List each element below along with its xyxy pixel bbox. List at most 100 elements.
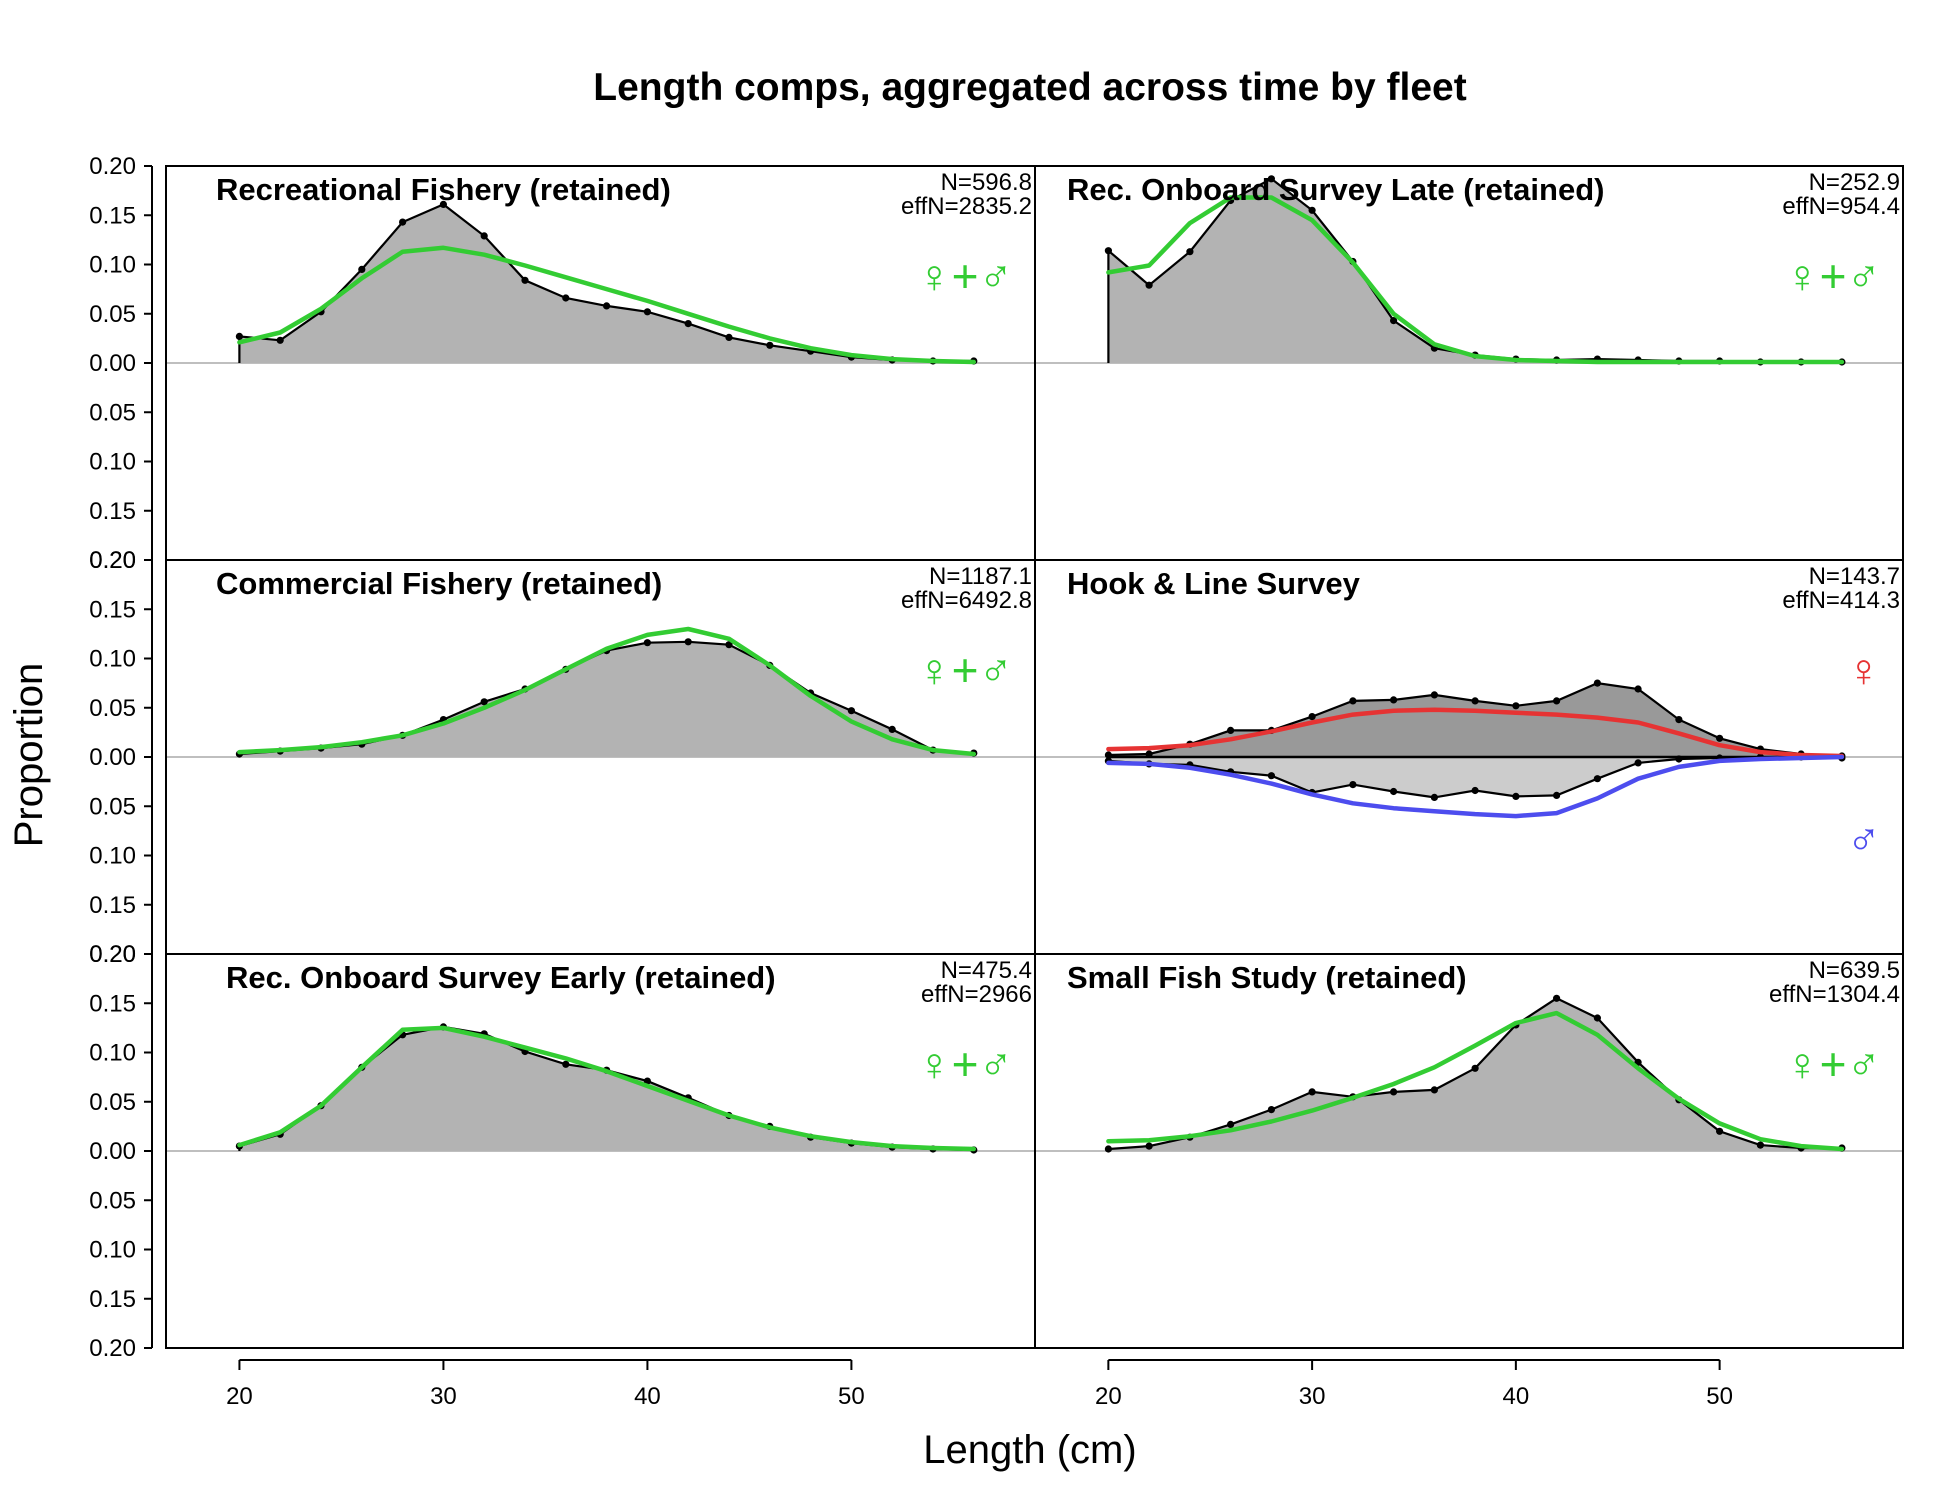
female-observed-line-point bbox=[1716, 734, 1724, 742]
observed-line-point bbox=[1716, 1127, 1724, 1135]
sex-symbol-combined: ♀+♂ bbox=[1785, 1038, 1881, 1090]
panel-2: ♀+♂ Rec. Onboard Survey Late (retained) N=… bbox=[1034, 165, 1904, 561]
sex-symbol-combined: ♀+♂ bbox=[1785, 250, 1881, 302]
male-symbol: ♂ bbox=[1847, 813, 1882, 865]
observed-line-point bbox=[603, 302, 611, 310]
observed-line-point bbox=[1145, 1142, 1153, 1150]
y-tick-label: 0.20 bbox=[89, 941, 136, 968]
female-observed-line-point bbox=[1593, 679, 1601, 687]
observed-line-point bbox=[1267, 1106, 1275, 1114]
effn-label: effN=1304.4 bbox=[1769, 981, 1900, 1008]
panel-3: ♀+♂ Commercial Fishery (retained) N=1187.1… bbox=[165, 559, 1036, 955]
male-observed-line-point bbox=[1430, 793, 1438, 802]
effn-label: effN=954.4 bbox=[1782, 193, 1900, 220]
observed-area bbox=[1108, 178, 1842, 363]
male-observed-line-point bbox=[1553, 791, 1561, 800]
y-axis-row-3: 0.20 0.15 0.10 0.05 0.00 0.05 0.10 0.15 0.20 bbox=[89, 941, 153, 1362]
axes-group: 0.200.150.100.050.000.050.100.150.200.20… bbox=[89, 153, 1733, 1410]
male-observed-line-point bbox=[1349, 781, 1357, 789]
n-label: N=252.9 bbox=[1809, 169, 1900, 196]
observed-line-point bbox=[643, 308, 652, 316]
y-tick-label: 0.05 bbox=[89, 695, 136, 722]
effn-label: effN=414.3 bbox=[1782, 587, 1900, 614]
panel-title: Small Fish Study (retained) bbox=[1067, 960, 1467, 995]
male-observed-line-point bbox=[1267, 772, 1275, 780]
observed-line-point bbox=[1308, 206, 1316, 214]
observed-line-point bbox=[1593, 1014, 1601, 1022]
sex-symbol-combined: ♀+♂ bbox=[917, 250, 1013, 302]
x-axis-col-2: 20 30 40 50 bbox=[1095, 1359, 1733, 1410]
male-observed-line-point bbox=[1512, 792, 1520, 801]
female-observed-line-point bbox=[1512, 702, 1520, 710]
female-observed-line-point bbox=[1471, 697, 1479, 705]
y-tick-label: 0.05 bbox=[89, 1089, 136, 1116]
y-tick-label: 0.20 bbox=[89, 941, 136, 968]
male-expected-line bbox=[1106, 754, 1845, 819]
panel-5: ♀+♂ Rec. Onboard Survey Early (retained) N… bbox=[165, 953, 1036, 1349]
y-tick-label: 0.00 bbox=[89, 744, 136, 771]
y-axis-row-2: 0.20 0.15 0.10 0.05 0.00 0.05 0.10 0.15 0.20 bbox=[89, 547, 153, 968]
observed-line-point bbox=[643, 1077, 652, 1085]
y-tick-label: 0.15 bbox=[89, 1286, 136, 1313]
female-observed-line-point bbox=[1349, 697, 1357, 705]
y-tick-label: 0.10 bbox=[89, 449, 136, 476]
observed-line-point bbox=[521, 276, 529, 284]
female-observed-line-point bbox=[1553, 697, 1561, 705]
observed-line-point bbox=[1553, 994, 1561, 1002]
x-tick-label: 30 bbox=[430, 1383, 457, 1410]
observed-line-point bbox=[1390, 317, 1398, 325]
observed-line-point bbox=[480, 698, 488, 706]
y-axis-title: Proportion bbox=[7, 663, 51, 848]
y-axis-row-1: 0.20 0.15 0.10 0.05 0.00 0.05 0.10 0.15 0.20 bbox=[89, 153, 153, 574]
male-observed-area bbox=[1108, 757, 1842, 798]
y-tick-label: 0.15 bbox=[89, 202, 136, 229]
observed-line-point bbox=[1227, 1120, 1235, 1128]
female-symbol: ♀ bbox=[1847, 644, 1882, 696]
y-tick-label: 0.05 bbox=[89, 793, 136, 820]
female-observed-line-point bbox=[1675, 716, 1683, 724]
panel-title: Rec. Onboard Survey Late (retained) bbox=[1067, 172, 1604, 207]
x-axis-title: Length (cm) bbox=[923, 1428, 1136, 1472]
y-tick-label: 0.15 bbox=[89, 990, 136, 1017]
x-tick-label: 50 bbox=[838, 1383, 865, 1410]
female-observed-line-point bbox=[1634, 685, 1642, 693]
y-tick-label: 0.10 bbox=[89, 1040, 136, 1067]
n-label: N=639.5 bbox=[1809, 957, 1900, 984]
male-observed-line-point bbox=[1634, 759, 1642, 767]
panel-title: Commercial Fishery (retained) bbox=[216, 566, 662, 601]
observed-line-point bbox=[1267, 175, 1275, 183]
x-tick-label: 40 bbox=[1503, 1383, 1530, 1410]
y-tick-label: 0.15 bbox=[89, 498, 136, 525]
observed-line-point bbox=[1756, 1141, 1764, 1149]
observed-line-point bbox=[1308, 1088, 1316, 1096]
observed-line-point bbox=[1145, 281, 1153, 289]
y-tick-label: 0.00 bbox=[89, 350, 136, 377]
panel-border bbox=[1034, 953, 1904, 1349]
y-tick-label: 0.05 bbox=[89, 399, 136, 426]
expected-line bbox=[237, 245, 977, 365]
female-expected-line bbox=[1106, 707, 1845, 759]
expected-line bbox=[237, 1025, 977, 1152]
male-observed-line-point bbox=[1390, 787, 1398, 796]
observed-line-point bbox=[643, 639, 652, 647]
effn-label: effN=2835.2 bbox=[901, 193, 1032, 220]
observed-line-point bbox=[1390, 1088, 1398, 1096]
y-tick-label: 0.10 bbox=[89, 1237, 136, 1264]
x-tick-label: 30 bbox=[1299, 1383, 1326, 1410]
observed-line-point bbox=[1186, 248, 1194, 256]
x-tick-label: 40 bbox=[634, 1383, 661, 1410]
observed-line-point bbox=[684, 638, 692, 646]
observed-line-point bbox=[439, 200, 447, 208]
expected-line bbox=[1106, 195, 1845, 365]
observed-line-point bbox=[562, 294, 570, 302]
male-observed-line-point bbox=[1471, 786, 1479, 795]
y-tick-label: 0.15 bbox=[89, 892, 136, 919]
observed-line-point bbox=[847, 707, 856, 715]
observed-line-point bbox=[399, 218, 407, 226]
observed-area bbox=[239, 641, 974, 757]
panels-group: ♀+♂ Recreational Fishery (retained) N=596.… bbox=[165, 165, 1904, 1349]
effn-label: effN=2966 bbox=[921, 981, 1032, 1008]
expected-line bbox=[237, 626, 977, 757]
y-tick-label: 0.20 bbox=[89, 547, 136, 574]
panel-title: Rec. Onboard Survey Early (retained) bbox=[226, 960, 776, 995]
